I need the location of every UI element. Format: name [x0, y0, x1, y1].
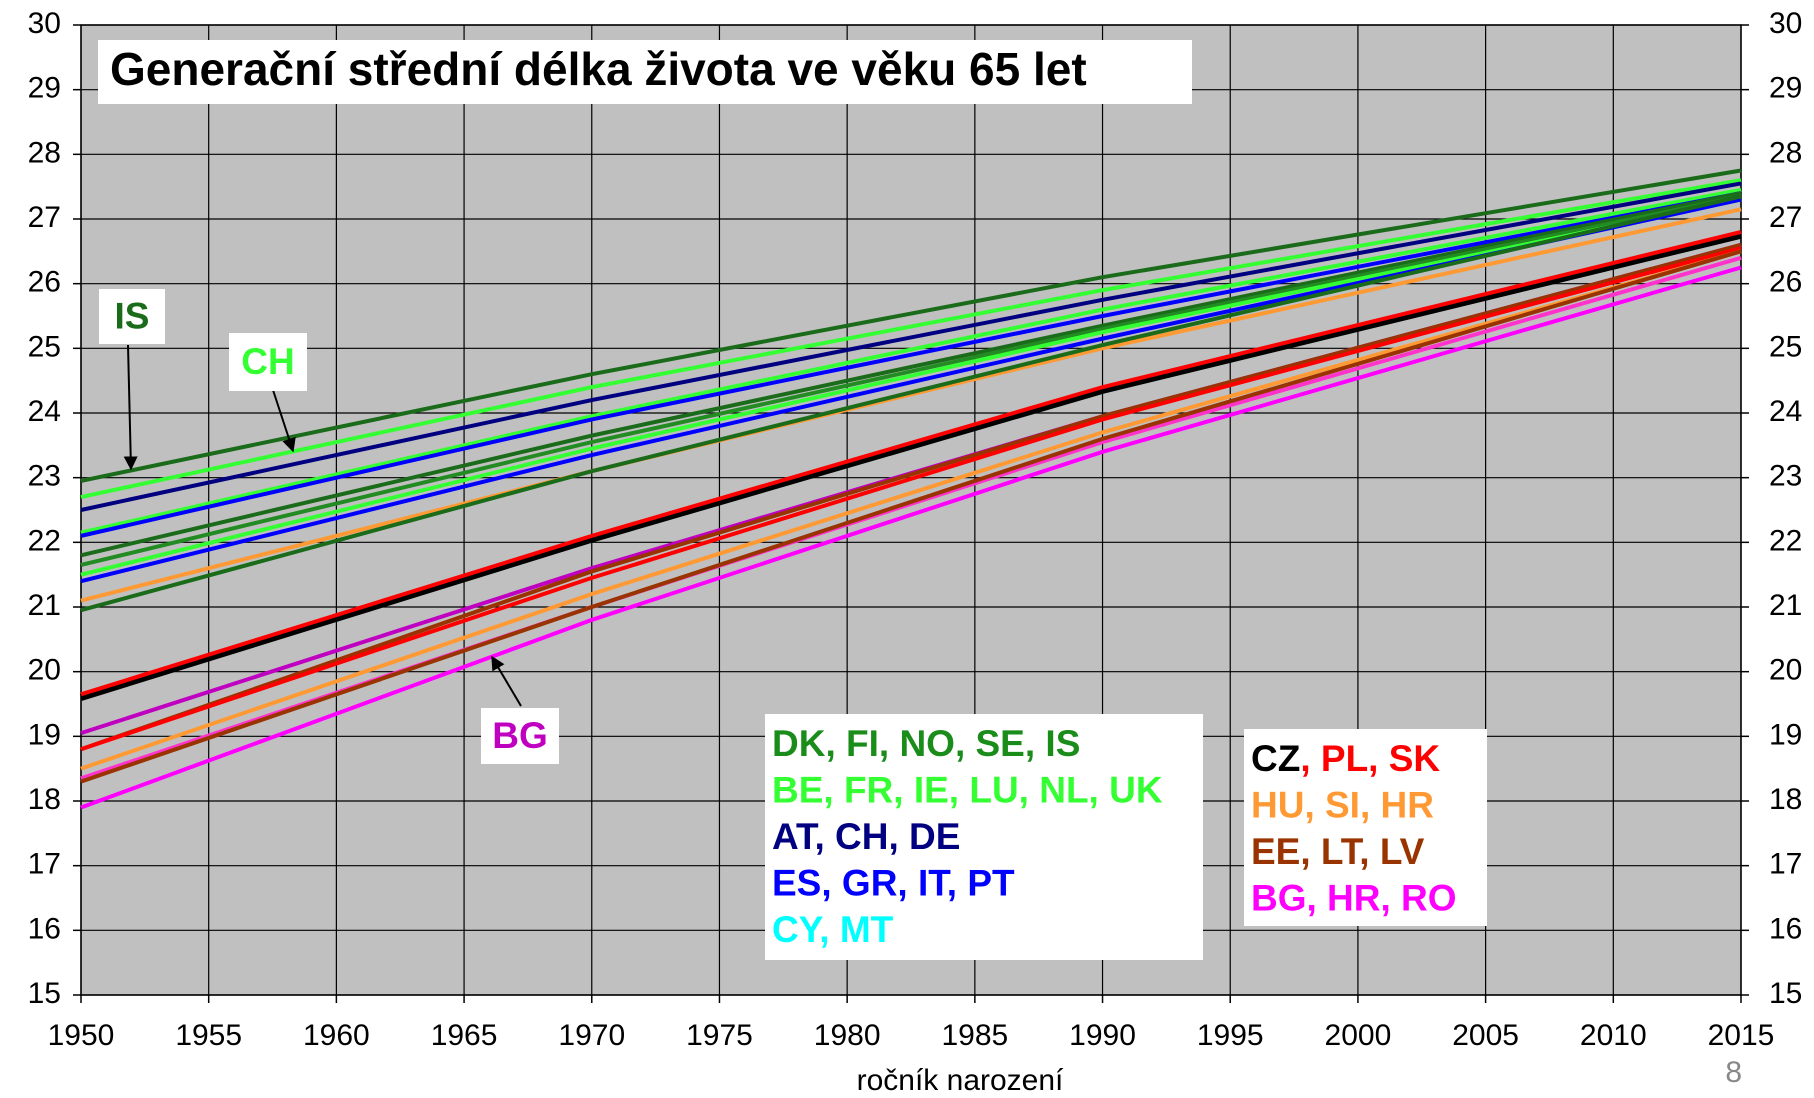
y-tick-label: 25: [28, 330, 61, 363]
y-tick-label: 20: [28, 654, 61, 687]
series-line: [80, 242, 1742, 752]
y-tick-label: 22: [28, 524, 61, 557]
y2-tick-label: 17: [1769, 848, 1802, 881]
y-tick-label: 27: [28, 201, 61, 234]
annotation-arrow: [491, 655, 522, 707]
x-tick-label: 2005: [1452, 1019, 1519, 1052]
y2-tick-label: 16: [1769, 912, 1802, 945]
y2-tick-label: 30: [1769, 7, 1802, 40]
y-tick-label: 23: [28, 460, 61, 493]
y-tick-label: 26: [28, 266, 61, 299]
legend-text: EE, LT, LV: [1251, 831, 1425, 872]
legend-entry: AT, CH, DE: [772, 816, 960, 857]
series-line: [80, 187, 1742, 535]
legend-entry: EE, LT, LV: [1251, 831, 1425, 872]
series-line: [80, 246, 1742, 752]
annotation-box: [481, 708, 559, 764]
legend-entry: ES, GR, IT, PT: [772, 862, 1015, 903]
y2-tick-label: 25: [1769, 330, 1802, 363]
annotation-box: [99, 289, 165, 344]
annotation: BG: [492, 715, 548, 756]
x-tick-label: 1990: [1069, 1019, 1136, 1052]
series-line: [80, 191, 1742, 558]
x-tick-label: 1955: [175, 1019, 242, 1052]
title-box: [98, 40, 1192, 104]
series-line: [80, 191, 1742, 538]
x-tick-label: 2010: [1580, 1019, 1647, 1052]
annotation-arrow: [123, 344, 138, 471]
y-tick-label: 24: [28, 395, 61, 428]
y-tick-label: 15: [28, 977, 61, 1010]
series-line: [80, 249, 1742, 771]
y-tick-label: 30: [28, 7, 61, 40]
x-tick-label: 1960: [303, 1019, 370, 1052]
y-tick-label: 19: [28, 718, 61, 751]
series-line: [80, 194, 1742, 613]
x-tick-label: 2000: [1325, 1019, 1392, 1052]
legend-entry: BE, FR, IE, LU, NL, UK: [772, 769, 1163, 810]
y2-tick-label: 15: [1769, 977, 1802, 1010]
y2-tick-label: 18: [1769, 783, 1802, 816]
legend-box: [1244, 729, 1487, 926]
page-number: 8: [1725, 1056, 1742, 1089]
legend-text: HU, SI, HR: [1251, 784, 1434, 825]
legend-entry: HU, SI, HR: [1251, 784, 1434, 825]
y-tick-label: 18: [28, 783, 61, 816]
series-line: [80, 181, 1742, 512]
y-tick-label: 29: [28, 72, 61, 105]
y2-tick-label: 22: [1769, 524, 1802, 557]
series-line: [80, 168, 1742, 483]
legend-text: CZ: [1251, 738, 1300, 779]
series-line: [80, 178, 1742, 500]
legend-text: BE, FR, IE, LU, NL, UK: [772, 769, 1163, 810]
x-tick-label: 1985: [941, 1019, 1008, 1052]
x-axis-label: ročník narození: [857, 1064, 1064, 1097]
legend-entry: DK, FI, NO, SE, IS: [772, 723, 1080, 764]
x-tick-label: 2015: [1708, 1019, 1775, 1052]
series-line: [79, 231, 1742, 701]
y2-tick-label: 19: [1769, 718, 1802, 751]
legend-text: DK, FI, NO, SE, IS: [772, 723, 1080, 764]
series-line: [80, 229, 1742, 697]
x-tick-label: 1995: [1197, 1019, 1264, 1052]
annotation: IS: [115, 295, 150, 336]
annotation: CH: [241, 341, 294, 382]
legend-text: AT, CH, DE: [772, 816, 960, 857]
y2-tick-label: 28: [1769, 136, 1802, 169]
y2-tick-label: 27: [1769, 201, 1802, 234]
series-line: [80, 197, 1742, 577]
x-tick-label: 1980: [814, 1019, 881, 1052]
y2-tick-label: 29: [1769, 72, 1802, 105]
legend-entry: CY, MT: [772, 909, 894, 950]
legend-text: BG, HR, RO: [1251, 877, 1457, 918]
y2-tick-label: 20: [1769, 654, 1802, 687]
y2-tick-label: 23: [1769, 460, 1802, 493]
series-line: [80, 265, 1742, 810]
chart-title: Generační střední délka života ve věku 6…: [110, 43, 1087, 95]
legend-text: CY, MT: [772, 909, 894, 950]
annotation-box: [229, 333, 307, 391]
y2-tick-label: 26: [1769, 266, 1802, 299]
x-tick-label: 1965: [431, 1019, 498, 1052]
legend-text: ES, GR, IT, PT: [772, 862, 1015, 903]
legend-text: , PL, SK: [1300, 738, 1440, 779]
y-tick-label: 21: [28, 589, 61, 622]
annotation-arrow: [272, 389, 296, 453]
y2-tick-label: 21: [1769, 589, 1802, 622]
y2-tick-label: 24: [1769, 395, 1802, 428]
y-tick-label: 28: [28, 136, 61, 169]
y-tick-label: 17: [28, 848, 61, 881]
lines: [79, 168, 1742, 810]
legend-box: [765, 714, 1203, 960]
x-tick-label: 1975: [686, 1019, 753, 1052]
series-line: [80, 249, 1742, 784]
x-tick-label: 1950: [48, 1019, 115, 1052]
overlay: IS CH BG DK, FI, NO, SE, IS BE, FR, IE, LU, …: [99, 289, 1487, 960]
legend-entry: CZ, PL, SK: [1251, 738, 1440, 779]
x-tick-label: 1970: [558, 1019, 625, 1052]
series-line: [80, 194, 1742, 567]
legend-entry: BG, HR, RO: [1251, 877, 1457, 918]
y-tick-label: 16: [28, 912, 61, 945]
